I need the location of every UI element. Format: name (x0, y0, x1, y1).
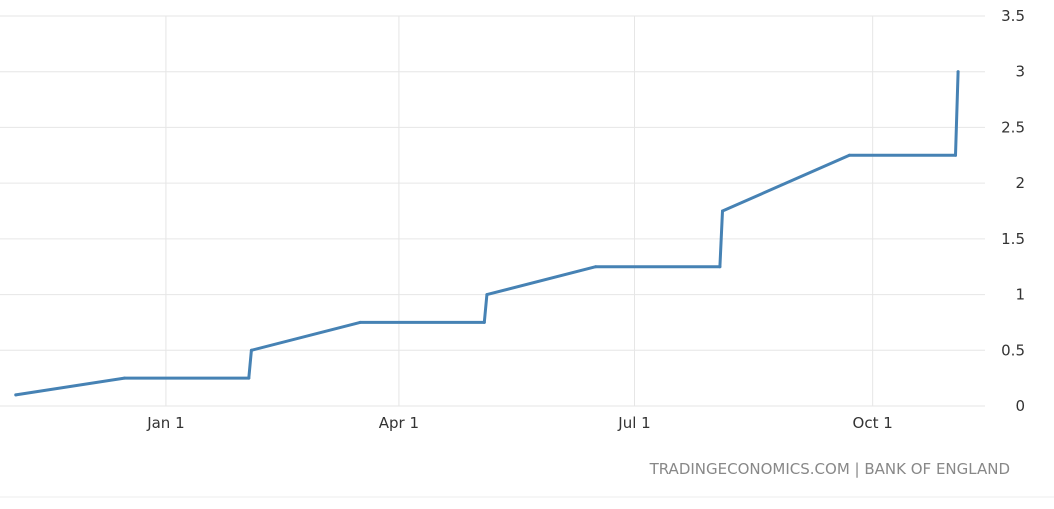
x-tick-label: Jan 1 (146, 414, 184, 432)
y-axis-tick-labels: 0 0.5 1 1.5 2 2.5 3 3.5 (1001, 7, 1025, 415)
y-tick-label: 1 (1015, 286, 1025, 304)
data-point (847, 153, 851, 157)
data-point (954, 153, 957, 157)
series-group (14, 70, 960, 397)
series-line (14, 70, 960, 397)
y-tick-label: 3.5 (1001, 7, 1025, 25)
x-tick-label: Jul 1 (617, 414, 650, 432)
y-tick-label: 1.5 (1001, 230, 1025, 248)
data-point (482, 320, 486, 324)
data-point (247, 376, 251, 380)
data-point (123, 376, 126, 380)
x-gridlines (165, 16, 874, 406)
data-point (594, 265, 598, 269)
x-axis-tick-labels: Jan 1 Apr 1 Jul 1 Oct 1 (146, 414, 893, 432)
y-tick-label: 2.5 (1001, 118, 1025, 136)
data-point (718, 265, 722, 269)
y-gridlines (0, 15, 985, 407)
data-point (485, 293, 489, 297)
y-tick-label: 0 (1015, 397, 1025, 415)
x-tick-label: Apr 1 (379, 414, 419, 432)
y-tick-label: 2 (1015, 174, 1025, 192)
data-point (249, 348, 253, 352)
x-tick-label: Oct 1 (853, 414, 893, 432)
y-tick-label: 0.5 (1001, 341, 1025, 359)
y-tick-label: 3 (1015, 63, 1025, 81)
source-attribution: TRADINGECONOMICS.COM | BANK OF ENGLAND (649, 460, 1010, 478)
data-point (358, 320, 362, 324)
data-point (14, 393, 18, 397)
data-point (956, 70, 960, 74)
data-point (721, 209, 724, 213)
